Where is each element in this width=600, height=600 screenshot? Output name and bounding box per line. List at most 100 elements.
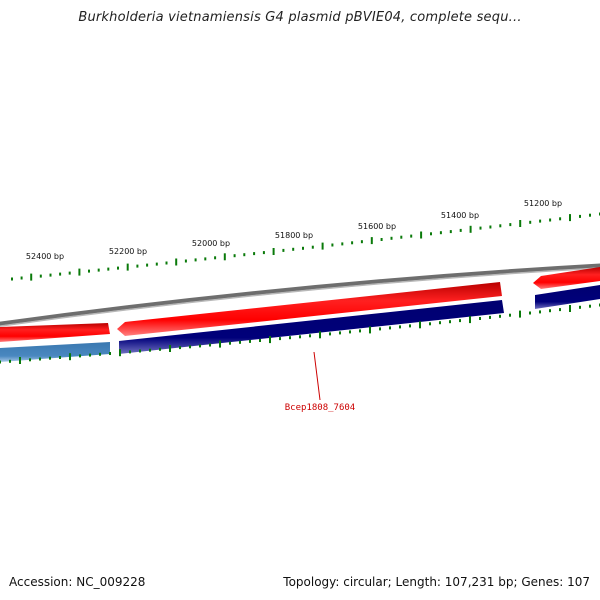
minor-tick	[189, 345, 191, 349]
minor-tick	[400, 235, 403, 239]
minor-tick	[149, 348, 151, 352]
minor-tick	[159, 347, 161, 351]
minor-tick	[579, 305, 581, 309]
minor-tick	[179, 346, 181, 350]
minor-tick	[539, 310, 541, 314]
gene-arrow-reverse-3[interactable]	[535, 285, 600, 309]
minor-tick	[139, 349, 141, 353]
gene-arrow-forward-3[interactable]	[533, 267, 600, 289]
minor-tick	[233, 254, 236, 258]
minor-tick	[136, 264, 139, 268]
minor-tick	[339, 331, 341, 335]
minor-tick	[88, 269, 90, 273]
major-tick	[272, 248, 275, 255]
minor-tick	[309, 334, 311, 338]
reverse-genes	[0, 285, 600, 362]
minor-tick	[289, 336, 291, 340]
tick-labels: 52400 bp 52200 bp 52000 bp 51800 bp 5160…	[26, 199, 562, 261]
minor-tick	[549, 309, 551, 313]
minor-tick	[549, 218, 552, 222]
minor-tick	[129, 350, 131, 354]
major-tick	[19, 357, 21, 364]
minor-tick	[311, 245, 314, 249]
minor-tick	[239, 340, 241, 344]
major-tick	[219, 340, 221, 348]
minor-tick	[351, 241, 354, 245]
minor-tick	[529, 311, 531, 315]
major-tick	[269, 336, 271, 344]
minor-tick	[410, 234, 413, 238]
tick-label: 51200 bp	[524, 199, 562, 208]
minor-tick	[409, 324, 411, 328]
minor-tick	[430, 232, 432, 236]
minor-tick	[499, 314, 501, 318]
major-tick	[569, 305, 571, 312]
major-tick	[519, 220, 522, 227]
major-tick	[469, 316, 471, 324]
minor-tick	[349, 330, 351, 334]
minor-tick	[299, 335, 301, 339]
minor-tick	[79, 354, 81, 358]
minor-tick	[204, 257, 207, 261]
minor-tick	[459, 228, 462, 232]
minor-tick	[459, 319, 461, 323]
minor-tick	[449, 320, 451, 324]
minor-tick	[253, 252, 256, 256]
minor-tick	[329, 332, 331, 336]
minor-tick	[107, 267, 110, 271]
minor-tick	[380, 238, 383, 241]
minor-tick	[0, 360, 1, 364]
accession-label: Accession: NC_009228	[9, 575, 146, 589]
minor-tick	[199, 344, 201, 348]
gene-label[interactable]: Bcep1808_7604	[285, 403, 355, 413]
minor-tick	[360, 240, 363, 244]
gene-arrow-forward-1[interactable]	[0, 323, 110, 342]
gene-arrow-reverse-1[interactable]	[0, 342, 110, 362]
major-tick	[319, 331, 321, 339]
minor-tick	[209, 343, 211, 347]
topology-summary: Topology: circular; Length: 107,231 bp; …	[283, 575, 590, 589]
minor-tick	[589, 213, 591, 217]
minor-tick	[439, 321, 441, 325]
minor-tick	[489, 225, 492, 229]
gene-label-leader-line	[313, 351, 321, 401]
minor-tick	[359, 329, 361, 333]
major-tick	[569, 214, 571, 222]
minor-tick	[29, 358, 31, 362]
major-tick	[519, 310, 521, 318]
major-tick	[175, 258, 178, 266]
minor-tick	[39, 274, 42, 278]
major-tick	[370, 237, 373, 245]
minor-tick	[243, 253, 246, 257]
major-tick	[469, 225, 472, 233]
minor-tick	[109, 352, 111, 355]
minor-tick	[20, 276, 23, 280]
gene-arrow-forward-2[interactable]	[117, 282, 502, 336]
major-tick	[419, 321, 421, 329]
minor-tick	[292, 247, 295, 251]
minor-tick	[194, 258, 197, 262]
major-tick	[169, 345, 171, 352]
gene-arrow-reverse-2[interactable]	[119, 300, 504, 354]
minor-tick	[59, 356, 61, 359]
minor-tick	[449, 230, 452, 234]
minor-tick	[279, 337, 281, 341]
minor-tick	[249, 339, 251, 343]
minor-tick	[68, 271, 71, 275]
minor-tick	[302, 246, 304, 250]
major-tick	[321, 242, 324, 250]
minor-tick	[59, 272, 62, 276]
major-tick	[119, 349, 121, 357]
minor-tick	[509, 223, 512, 227]
minor-tick	[439, 231, 442, 235]
minor-tick	[184, 259, 187, 263]
minor-tick	[229, 341, 231, 345]
minor-tick	[559, 217, 562, 221]
minor-tick	[379, 327, 381, 331]
major-tick	[223, 253, 226, 261]
backbone-arc	[0, 263, 600, 327]
major-tick	[420, 231, 423, 239]
minor-tick	[155, 262, 158, 266]
minor-tick	[579, 214, 581, 218]
